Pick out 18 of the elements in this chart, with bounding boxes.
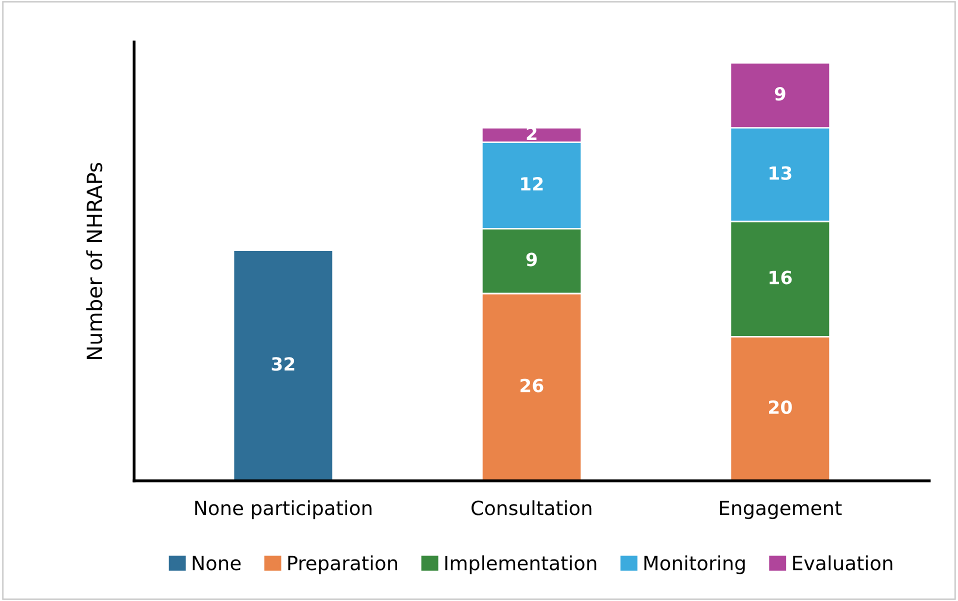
data-label: 20	[769, 400, 792, 414]
data-label: 32	[272, 357, 294, 371]
legend-label: Preparation	[288, 555, 398, 574]
x-tick-label: None participation	[195, 500, 372, 520]
x-tick-label: Engagement	[720, 500, 842, 520]
data-label: 9	[774, 86, 786, 101]
legend-label: Monitoring	[644, 555, 745, 574]
data-label: 13	[770, 166, 792, 180]
data-label: 16	[770, 270, 792, 284]
y-axis-title: Number of NHRAPs	[86, 162, 102, 359]
bar	[232, 250, 334, 481]
data-label: 26	[520, 378, 544, 392]
legend-label: Implementation	[445, 555, 596, 574]
legend-label: Evaluation	[793, 555, 892, 570]
x-tick-label: Consultation	[472, 500, 592, 516]
data-label: 12	[521, 177, 543, 190]
legend-label: None	[192, 556, 241, 570]
data-label: 9	[526, 252, 537, 266]
